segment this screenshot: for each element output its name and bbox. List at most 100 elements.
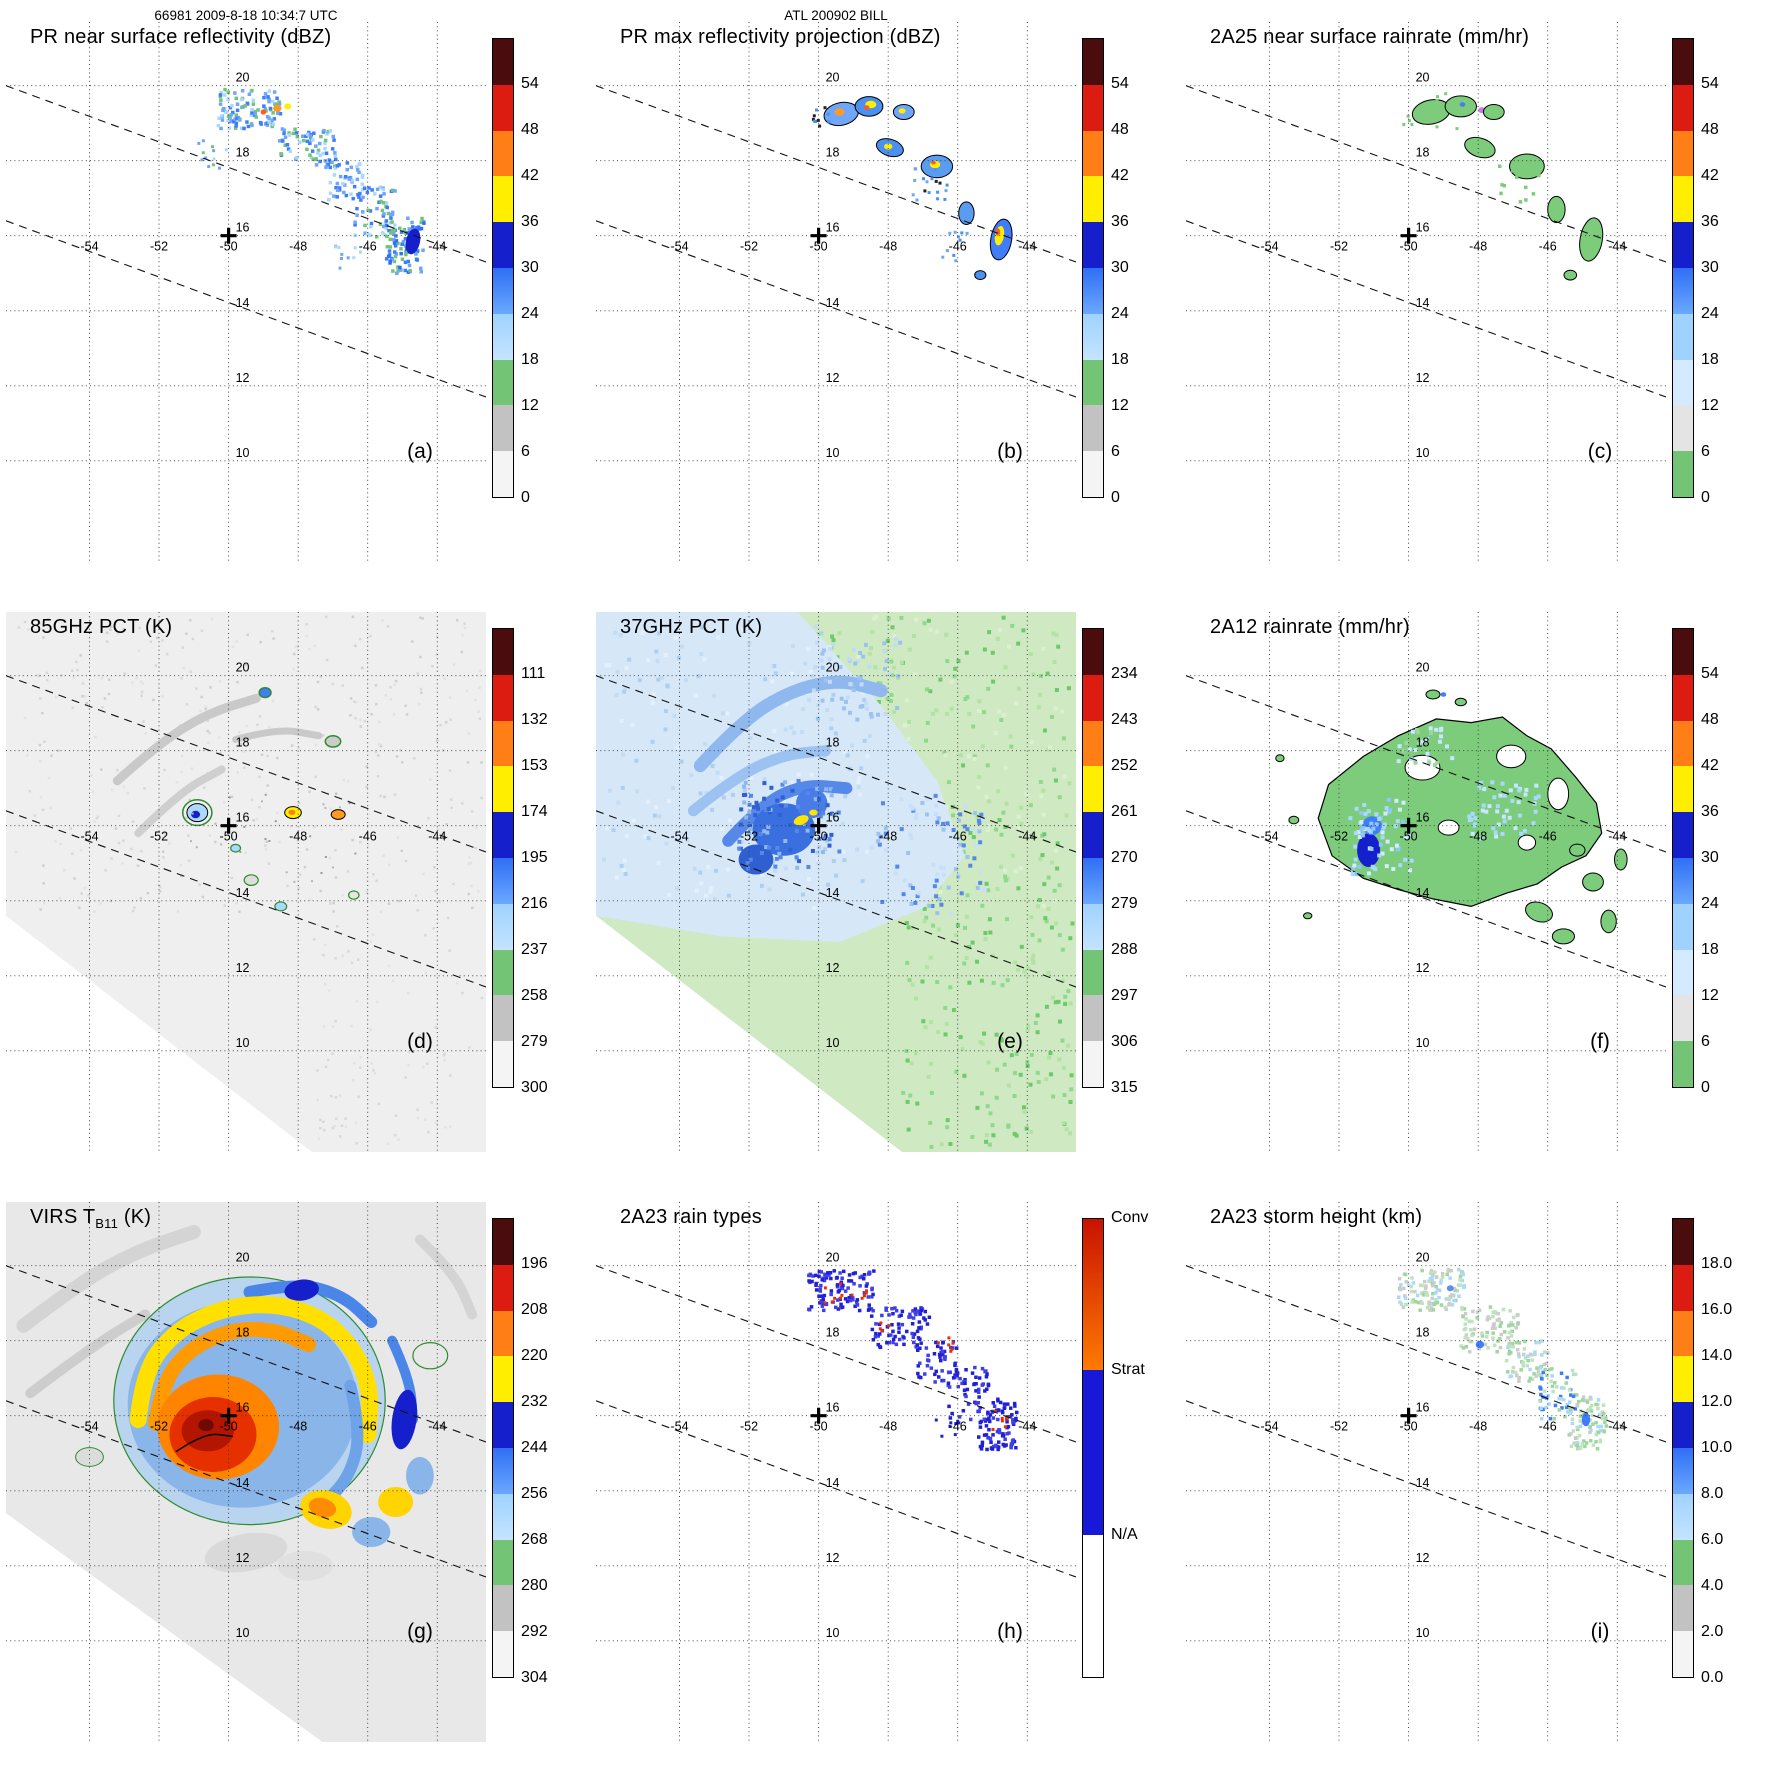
panel-title-d: 85GHz PCT (K)	[30, 616, 172, 639]
map-plot-b: -54 -52 -50 -48 -46 -44 20 18 16 14 12 10 (b)	[596, 22, 1076, 562]
axis-labels: -54 -52 -50 -48 -46 -44 20 18 16 14 12 10	[1260, 1251, 1626, 1640]
axis-label-lon: -44	[428, 830, 446, 844]
map-feature	[1459, 102, 1466, 107]
axis-label-lat: 16	[826, 221, 840, 235]
map-feature	[1496, 744, 1527, 769]
colorbar-segment	[1083, 995, 1103, 1042]
panel-h: -54 -52 -50 -48 -46 -44 20 18 16 14 12 10 (h) 2A23 ra…	[590, 1180, 1180, 1770]
axis-label-lon: -46	[949, 830, 967, 844]
colorbar-segment	[1083, 39, 1103, 85]
map-feature	[863, 105, 870, 110]
map-feature	[181, 799, 213, 827]
panel-letter-h: (h)	[997, 1620, 1023, 1643]
axis-label-lat: 10	[826, 446, 840, 460]
map-feature	[1440, 692, 1447, 697]
panel-title-text: VIRS T	[30, 1206, 96, 1228]
colorbar-segment	[493, 1219, 513, 1265]
axis-label-lat: 10	[826, 1036, 840, 1050]
colorbar-tick-label: 252	[1111, 757, 1138, 774]
colorbar-tick-label: 300	[521, 1079, 548, 1096]
axis-label-lat: 10	[1416, 1036, 1430, 1050]
colorbar-tick-label: 4.0	[1701, 1577, 1724, 1594]
colorbar-segment	[1673, 130, 1693, 177]
colorbar-segment	[1083, 1370, 1103, 1535]
colorbar-tick-label: 54	[1701, 75, 1719, 92]
axis-label-lat: 12	[826, 1551, 840, 1565]
colorbar-segment	[493, 313, 513, 360]
panel-title-text: PR max reflectivity projection (dBZ)	[620, 26, 941, 48]
colorbar-tick-label: 48	[521, 121, 539, 138]
map-feature	[958, 201, 975, 225]
colorbar-segment	[1673, 1219, 1693, 1265]
panel-title-text: PR near surface reflectivity (dBZ)	[30, 26, 332, 48]
axis-label-lon: -46	[1539, 1420, 1557, 1434]
colorbar-segment	[493, 766, 513, 813]
axis-label-lat: 14	[826, 296, 840, 310]
map-feature	[1547, 195, 1566, 224]
colorbar-segment	[1083, 1219, 1103, 1371]
colorbar-segment	[1673, 39, 1693, 85]
map-speckle-cluster	[1497, 164, 1541, 204]
axis-label-lat: 18	[1416, 1326, 1430, 1340]
map-content	[1397, 1267, 1609, 1451]
map-speckle-cluster	[334, 244, 362, 270]
map-feature	[308, 1497, 337, 1518]
panel-i: -54 -52 -50 -48 -46 -44 20 18 16 14 12 10 (i) 2A23 st…	[1180, 1180, 1770, 1770]
colorbar-i	[1672, 1218, 1694, 1678]
colorbar-segment	[1673, 903, 1693, 950]
overpass-info-header: 66981 2009-8-18 10:34:7 UTC	[154, 8, 338, 23]
map-content	[197, 87, 426, 275]
colorbar-segment	[1673, 1264, 1693, 1311]
axis-label-lon: -44	[1608, 240, 1626, 254]
colorbar-segment	[1673, 1402, 1693, 1448]
grid-lines	[596, 1202, 1076, 1742]
map-content	[596, 612, 1076, 1152]
colorbar-segment	[493, 1402, 513, 1448]
colorbar-tick-label: 48	[1111, 121, 1129, 138]
axis-labels: -54 -52 -50 -48 -46 -44 20 18 16 14 12 10	[1260, 71, 1626, 460]
map-feature	[793, 815, 809, 826]
map-feature	[1517, 834, 1537, 851]
axis-label-lon: -46	[1539, 830, 1557, 844]
axis-label-lon: -54	[80, 1420, 98, 1434]
colorbar-h	[1082, 1218, 1104, 1678]
map-feature	[834, 108, 845, 116]
axis-label-lat: 18	[236, 1326, 250, 1340]
map-feature	[1437, 819, 1460, 836]
axis-label-lon: -52	[740, 240, 758, 254]
map-feature	[1444, 95, 1477, 118]
map-speckle-cluster	[1402, 92, 1459, 131]
map-feature	[1579, 217, 1604, 262]
colorbar-tick-label: 256	[521, 1485, 548, 1502]
panel-letter-d: (d)	[407, 1030, 433, 1053]
axis-label-lat: 12	[1416, 1551, 1430, 1565]
map-feature	[1551, 928, 1575, 945]
map-feature	[406, 1456, 434, 1495]
map-content	[1275, 689, 1628, 945]
axis-label-lon: -48	[289, 1420, 307, 1434]
axis-label-lon: -52	[150, 1420, 168, 1434]
colorbar-tick-label: 279	[1111, 895, 1138, 912]
map-feature	[898, 108, 906, 114]
colorbar-segment	[493, 857, 513, 904]
map-plot-e: -54 -52 -50 -48 -46 -44 20 18 16 14 12 10 (e)	[596, 612, 1076, 1152]
map-content	[1402, 92, 1604, 281]
axis-label-lat: 14	[826, 1476, 840, 1490]
axis-label-lat: 20	[1416, 1251, 1430, 1265]
map-feature	[412, 1341, 449, 1370]
colorbar-tick-label: 6	[1111, 443, 1120, 460]
colorbar-segment	[1673, 222, 1693, 268]
colorbar-tick-label: 12	[1701, 397, 1719, 414]
colorbar-tick-label: 8.0	[1701, 1485, 1724, 1502]
colorbar-segment	[493, 629, 513, 675]
colorbar-tick-label: 195	[521, 849, 548, 866]
axis-labels: -54 -52 -50 -48 -46 -44 20 18 16 14 12 10	[1260, 661, 1626, 1050]
axis-label-lon: -52	[1330, 1420, 1348, 1434]
map-plot-g: -54 -52 -50 -48 -46 -44 20 18 16 14 12 10 (g)	[6, 1202, 486, 1742]
colorbar-tick-label: 10.0	[1701, 1439, 1733, 1456]
colorbar-tick-label: 292	[521, 1623, 548, 1640]
axis-label-lat: 10	[826, 1626, 840, 1640]
colorbar-tick-label: 36	[1701, 213, 1719, 230]
axis-label-lon: -46	[359, 1420, 377, 1434]
axis-label-lat: 16	[1416, 221, 1430, 235]
